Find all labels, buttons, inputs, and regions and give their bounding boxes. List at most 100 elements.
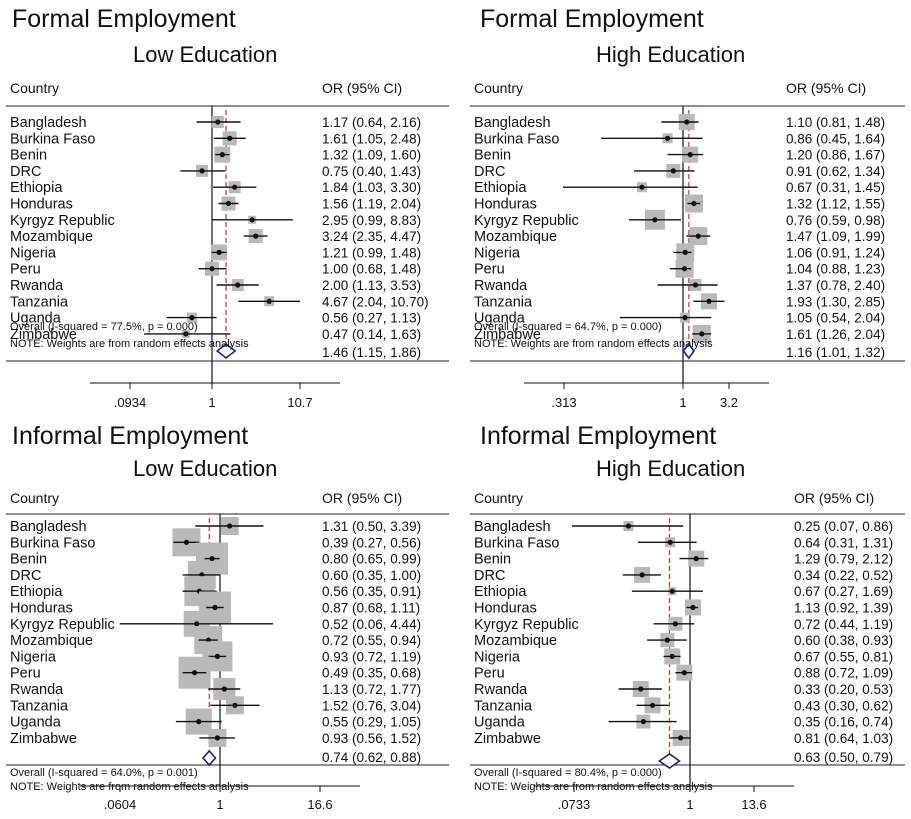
or-ci-label: 1.13 (0.92, 1.39) <box>794 601 893 616</box>
column-header-or: OR (95% CI) <box>322 490 402 506</box>
country-label: Tanzania <box>474 698 533 714</box>
country-label: Mozambique <box>474 229 557 245</box>
country-label: Honduras <box>474 197 537 213</box>
point-estimate <box>687 152 693 158</box>
or-ci-label: 1.21 (0.99, 1.48) <box>322 245 421 260</box>
or-ci-label: 1.20 (0.86, 1.67) <box>786 148 885 163</box>
country-label: Uganda <box>474 715 526 731</box>
country-label: Rwanda <box>474 682 528 698</box>
forest-plot-svg: Country OR (95% CI) Bangladesh 0.25 (0.07, … <box>470 490 905 812</box>
overall-diamond <box>657 753 681 769</box>
or-ci-label: 4.67 (2.04, 10.70) <box>322 294 429 309</box>
country-label: Peru <box>10 262 41 278</box>
or-ci-label: 1.06 (0.91, 1.24) <box>786 245 885 260</box>
country-label: DRC <box>10 164 41 180</box>
x-tick-label: 1 <box>686 797 693 812</box>
point-estimate <box>664 135 671 141</box>
point-estimate <box>682 249 688 255</box>
overall-label: Overall (I-squared = 80.4%, p = 0.000) <box>474 767 662 779</box>
country-label: Zimbabwe <box>10 731 77 747</box>
or-ci-label: 0.67 (0.27, 1.69) <box>794 584 893 599</box>
point-estimate <box>266 298 272 304</box>
point-estimate <box>664 637 670 643</box>
or-ci-label: 0.93 (0.72, 1.19) <box>322 649 421 664</box>
or-ci-label: 0.88 (0.72, 1.09) <box>794 666 893 681</box>
or-ci-label: 1.13 (0.72, 1.77) <box>322 682 421 697</box>
or-ci-label: 2.00 (1.13, 3.53) <box>322 278 421 293</box>
chart-title: Formal Employment <box>12 5 236 33</box>
note-text: NOTE: Weights are from random effects an… <box>474 338 713 350</box>
point-estimate <box>639 184 645 190</box>
or-ci-label: 1.17 (0.64, 2.16) <box>322 115 421 130</box>
x-tick-label: 10.7 <box>287 395 312 409</box>
country-label: Ethiopia <box>10 584 63 600</box>
point-estimate <box>692 282 699 288</box>
point-estimate <box>681 266 688 272</box>
or-ci-label: 0.43 (0.30, 0.62) <box>794 698 893 713</box>
point-estimate <box>225 200 232 207</box>
forest-plot-informal-high: Informal Employment High Education Count… <box>464 410 911 819</box>
point-estimate <box>640 719 646 725</box>
point-estimate <box>678 735 684 741</box>
or-ci-label: 0.81 (0.64, 1.03) <box>794 731 893 746</box>
overall-or-label: 1.16 (1.01, 1.32) <box>786 345 885 360</box>
column-header-or: OR (95% CI) <box>786 80 866 96</box>
forest-plot-formal-low: Formal Employment Low Education Country O… <box>0 0 455 409</box>
country-label: Kyrgyz Republic <box>474 213 579 229</box>
x-tick-label: .0604 <box>104 797 137 812</box>
x-tick-label: 16.6 <box>307 797 332 812</box>
country-label: DRC <box>10 568 41 584</box>
x-tick-label: 1 <box>216 797 223 812</box>
point-estimate <box>214 735 221 741</box>
country-label: Nigeria <box>474 245 521 261</box>
country-label: DRC <box>474 164 505 180</box>
or-ci-label: 0.25 (0.07, 0.86) <box>794 519 893 534</box>
point-estimate <box>183 539 190 545</box>
point-estimate <box>669 588 675 594</box>
country-label: Tanzania <box>10 294 69 310</box>
column-header-country: Country <box>10 80 59 96</box>
point-estimate <box>672 621 679 627</box>
or-ci-label: 1.37 (0.78, 2.40) <box>786 278 885 293</box>
point-estimate <box>196 719 202 725</box>
point-estimate <box>690 604 696 611</box>
point-estimate <box>652 217 658 223</box>
point-estimate <box>232 184 238 190</box>
x-tick-label: .0934 <box>114 395 147 409</box>
or-ci-label: 0.87 (0.68, 1.11) <box>322 601 420 616</box>
country-label: Benin <box>474 552 511 568</box>
country-label: Mozambique <box>10 229 93 245</box>
or-ci-label: 0.60 (0.35, 1.00) <box>322 568 421 583</box>
or-ci-label: 1.56 (1.19, 2.04) <box>322 197 421 212</box>
forest-plot-svg: Country OR (95% CI) Bangladesh 1.17 (0.64, … <box>6 80 449 409</box>
point-estimate <box>649 702 656 708</box>
or-ci-label: 1.04 (0.88, 1.23) <box>786 262 885 277</box>
point-estimate <box>669 653 675 659</box>
forest-plot-svg: Country OR (95% CI) Bangladesh 1.10 (0.81, … <box>470 80 905 409</box>
country-label: Benin <box>10 148 47 164</box>
country-label: Bangladesh <box>10 519 87 535</box>
overall-diamond <box>201 749 217 767</box>
country-label: Burkina Faso <box>10 131 95 147</box>
point-estimate <box>216 249 222 255</box>
country-label: Peru <box>474 666 505 682</box>
or-ci-label: 1.84 (1.03, 3.30) <box>322 180 421 195</box>
forest-plot-informal-low: Informal Employment Low Education Countr… <box>0 410 455 819</box>
chart-subtitle: High Education <box>596 42 746 67</box>
country-label: Ethiopia <box>474 180 527 196</box>
point-estimate <box>214 653 221 659</box>
or-ci-label: 2.95 (0.99, 8.83) <box>322 213 421 228</box>
country-label: Rwanda <box>10 278 64 294</box>
country-label: Zimbabwe <box>10 327 77 343</box>
point-estimate <box>691 200 697 207</box>
forest-plot-svg: Country OR (95% CI) Bangladesh 1.31 (0.50, … <box>6 490 449 812</box>
country-label: Rwanda <box>474 278 528 294</box>
country-label: Kyrgyz Republic <box>10 617 115 633</box>
point-estimate <box>199 168 205 174</box>
point-estimate <box>638 686 644 692</box>
or-ci-label: 0.39 (0.27, 0.56) <box>322 535 421 550</box>
or-ci-label: 0.52 (0.06, 4.44) <box>322 617 421 632</box>
country-label: Burkina Faso <box>10 535 95 551</box>
or-ci-label: 0.72 (0.44, 1.19) <box>794 617 893 632</box>
point-estimate <box>209 266 215 272</box>
